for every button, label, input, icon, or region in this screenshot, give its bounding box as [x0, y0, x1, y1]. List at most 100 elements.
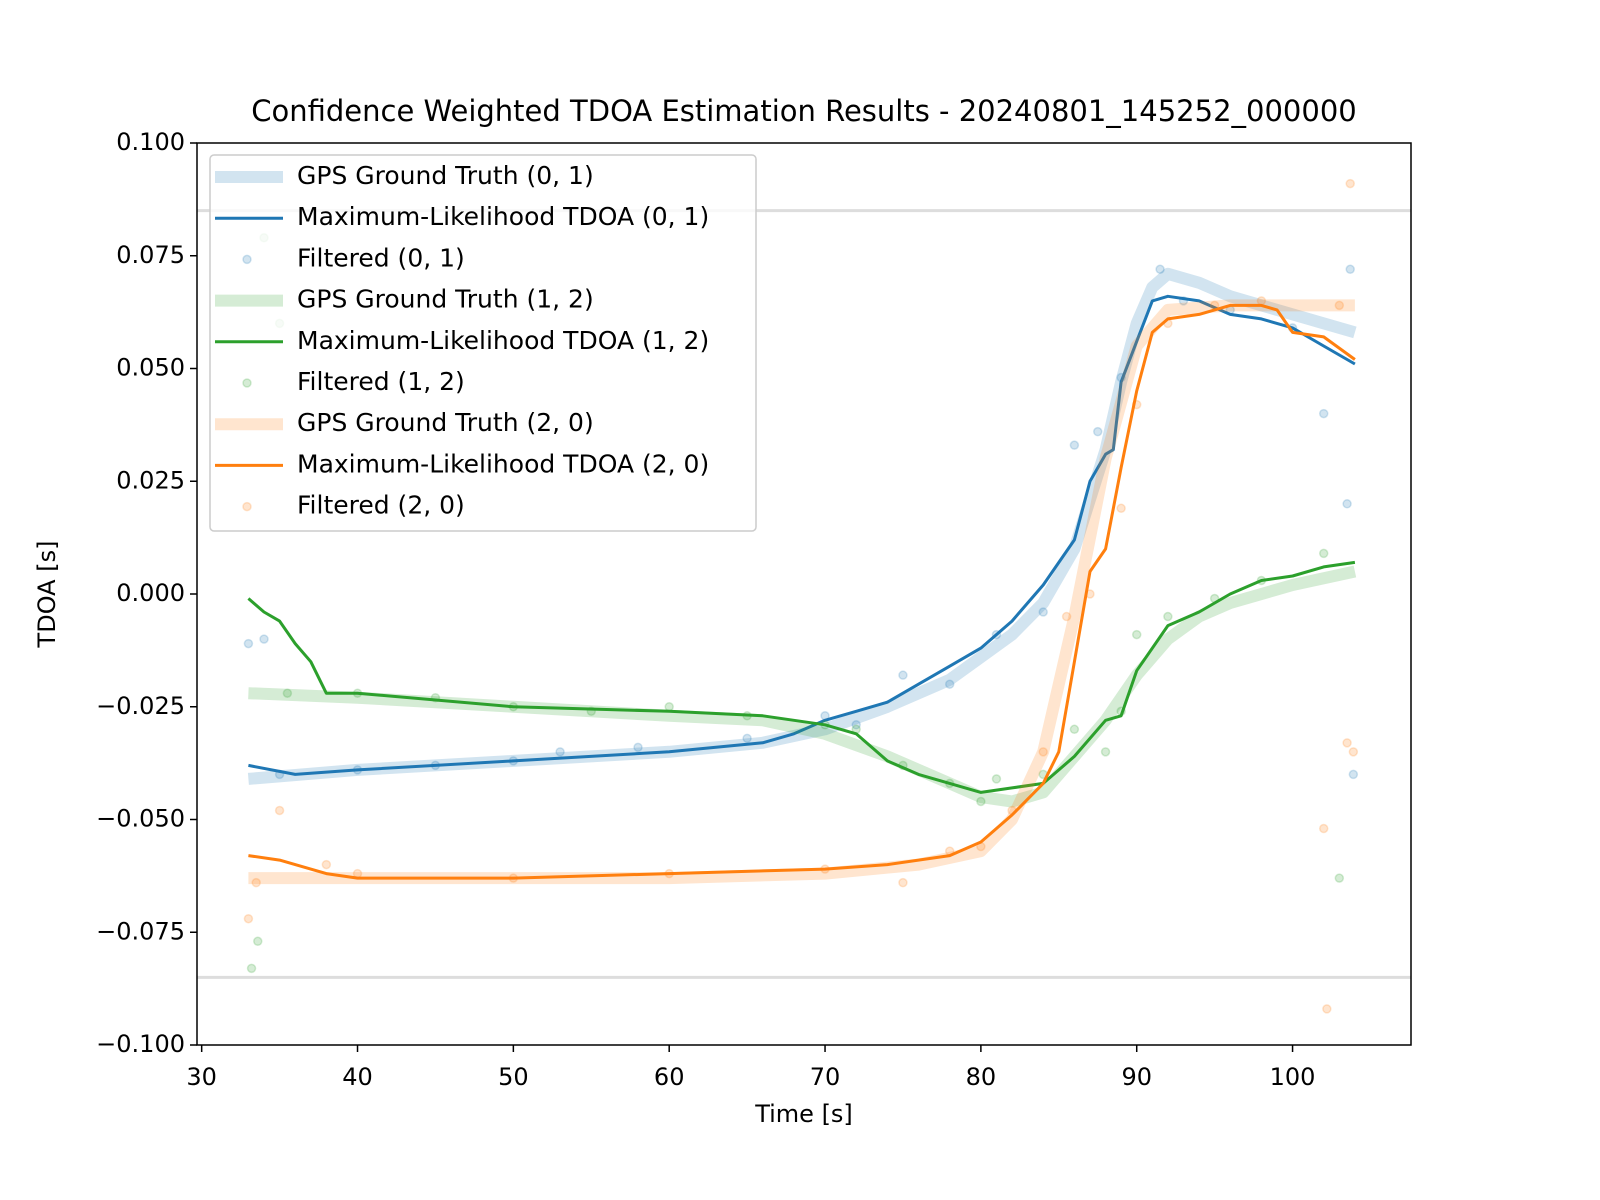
series-line — [248, 294, 1356, 776]
y-tick-label: 0.050 — [116, 354, 185, 382]
scatter-point — [555, 747, 565, 757]
x-tick-label: 30 — [186, 1063, 217, 1091]
y-tick-label: −0.025 — [96, 692, 185, 720]
y-tick-label: −0.050 — [96, 805, 185, 833]
scatter-point — [1348, 747, 1359, 757]
y-tick-label: −0.100 — [96, 1030, 185, 1058]
scatter-point — [1209, 300, 1220, 311]
scatter-point — [664, 868, 674, 879]
scatter-point — [274, 769, 285, 780]
scatter-point — [1007, 805, 1017, 816]
scatter-point — [352, 688, 363, 698]
x-tick-label: 60 — [654, 1063, 685, 1091]
legend-label: GPS Ground Truth (2, 0) — [297, 408, 594, 437]
scatter-point — [1038, 607, 1048, 617]
scatter-point — [1163, 611, 1173, 622]
scatter-point — [508, 702, 519, 712]
scatter-point — [253, 936, 263, 947]
scatter-point — [1116, 372, 1126, 383]
plot-frame — [196, 142, 1412, 1046]
scatter-point — [1342, 499, 1352, 509]
scatter-point — [1116, 706, 1126, 717]
y-tick-label: −0.075 — [96, 917, 185, 945]
scatter-point — [1318, 408, 1329, 419]
scatter-point — [1163, 318, 1173, 329]
legend-marker — [242, 501, 252, 512]
y-tick-label: 0.025 — [116, 466, 185, 494]
scatter-point — [1334, 873, 1345, 883]
x-axis-label: Time [s] — [754, 1100, 853, 1128]
scatter-point — [976, 841, 986, 852]
scatter-point — [898, 670, 908, 680]
scatter-point — [820, 720, 830, 730]
scatter-point — [1131, 629, 1142, 640]
scatter-point — [820, 864, 830, 874]
scatter-point — [991, 629, 1002, 640]
scatter-point — [820, 711, 830, 721]
scatter-point — [898, 760, 908, 771]
scatter-point — [243, 638, 254, 649]
scatter-point — [1085, 589, 1095, 599]
scatter-point — [430, 760, 441, 771]
x-tick-label: 100 — [1270, 1063, 1316, 1091]
scatter-point — [1256, 575, 1267, 586]
legend-label: Filtered (0, 1) — [297, 243, 465, 272]
scatter-point — [246, 963, 257, 974]
scatter-point — [1348, 769, 1359, 780]
scatter-point — [243, 913, 254, 924]
scatter-point — [1322, 1004, 1332, 1014]
scatter-point — [1345, 264, 1355, 275]
scatter-point — [898, 877, 908, 888]
scatter-point — [851, 720, 861, 730]
scatter-point — [1100, 747, 1111, 757]
scatter-point — [991, 774, 1002, 784]
legend-label: Maximum-Likelihood TDOA (1, 2) — [297, 326, 709, 355]
series-line — [248, 565, 1357, 808]
scatter-point — [508, 756, 519, 766]
scatter-point — [251, 877, 261, 888]
x-tick-label: 70 — [810, 1063, 841, 1091]
y-tick-label: 0.000 — [116, 579, 185, 607]
legend-label: Filtered (2, 0) — [297, 491, 465, 520]
scatter-point — [1178, 296, 1189, 306]
scatter-point — [1038, 747, 1048, 757]
scatter-point — [1069, 724, 1080, 735]
series-line — [247, 560, 1356, 794]
series-line — [248, 303, 1356, 880]
scatter-point — [1116, 503, 1126, 514]
scatter-point — [664, 702, 674, 712]
scatter-point — [1131, 399, 1142, 410]
scatter-point — [851, 724, 861, 735]
scatter-point — [1256, 296, 1267, 306]
scatter-point — [1209, 593, 1220, 604]
scatter-point — [633, 742, 643, 753]
legend-marker — [242, 378, 252, 388]
scatter-point — [1345, 178, 1355, 189]
x-tick-label: 80 — [966, 1063, 997, 1091]
plot — [197, 178, 1411, 1014]
y-tick-label: 0.075 — [116, 241, 185, 269]
legend-label: Filtered (1, 2) — [297, 367, 465, 396]
scatter-point — [1061, 611, 1072, 622]
scatter-point — [1318, 823, 1329, 834]
scatter-point — [1069, 440, 1080, 450]
scatter-point — [742, 711, 752, 721]
scatter-point — [282, 688, 293, 698]
scatter-point — [1342, 738, 1352, 748]
scatter-point — [742, 733, 752, 744]
scatter-point — [1318, 548, 1329, 559]
x-tick-label: 40 — [342, 1063, 373, 1091]
scatter-point — [352, 868, 363, 879]
scatter-point — [1093, 426, 1103, 437]
scatter-point — [586, 706, 597, 717]
legend-label: GPS Ground Truth (0, 1) — [297, 161, 594, 190]
scatter-point — [352, 765, 363, 775]
scatter-point — [1334, 300, 1345, 311]
legend-marker — [242, 254, 252, 265]
legend-label: Maximum-Likelihood TDOA (2, 0) — [297, 449, 709, 478]
scatter-point — [430, 692, 441, 703]
legend-label: GPS Ground Truth (1, 2) — [297, 285, 594, 314]
scatter-point — [944, 846, 955, 856]
chart-title: Confidence Weighted TDOA Estimation Resu… — [251, 94, 1356, 128]
